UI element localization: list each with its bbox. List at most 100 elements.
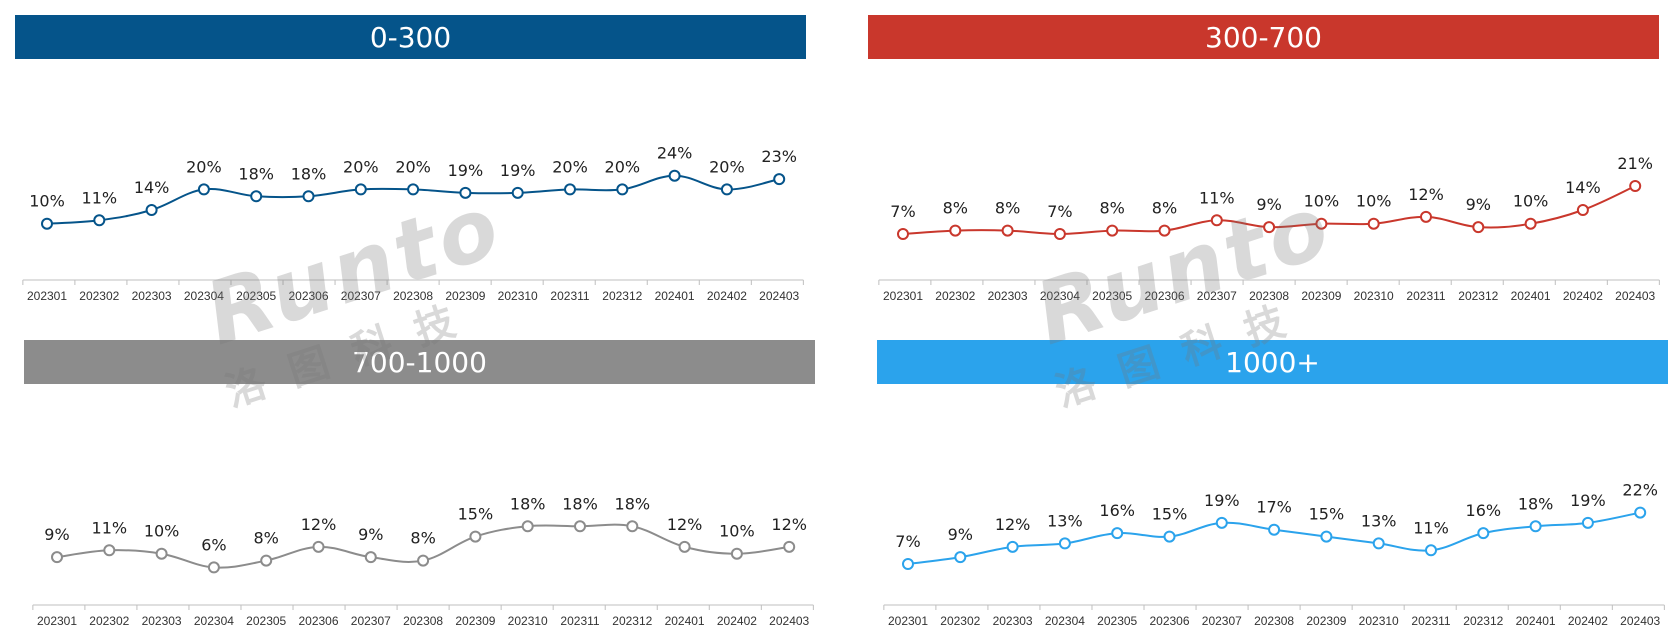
- data-label: 10%: [1356, 192, 1392, 211]
- x-tick-label: 202307: [351, 614, 391, 628]
- x-tick-label: 202305: [236, 289, 276, 303]
- data-label: 9%: [1466, 195, 1491, 214]
- x-tick-label: 202306: [1149, 614, 1189, 628]
- x-tick-label: 202302: [940, 614, 980, 628]
- data-label: 7%: [895, 532, 920, 551]
- data-point: [897, 228, 909, 240]
- data-label: 18%: [510, 494, 546, 513]
- x-tick-label: 202305: [1092, 289, 1132, 303]
- data-label: 13%: [1361, 511, 1397, 530]
- data-point: [103, 544, 116, 557]
- data-point: [1629, 180, 1642, 192]
- data-label: 18%: [291, 164, 327, 183]
- data-label: 16%: [1466, 501, 1502, 520]
- data-point: [626, 520, 639, 533]
- data-point: [954, 551, 967, 564]
- x-tick-label: 202304: [1040, 289, 1080, 303]
- data-label: 16%: [1099, 501, 1135, 520]
- data-label: 19%: [1204, 491, 1240, 510]
- data-point: [1058, 537, 1071, 550]
- data-point: [93, 214, 106, 227]
- data-label: 15%: [1309, 505, 1345, 524]
- x-tick-label: 202310: [1354, 289, 1394, 303]
- x-tick-label: 202308: [403, 614, 443, 628]
- data-label: 18%: [562, 494, 598, 513]
- x-tick-label: 202307: [341, 289, 381, 303]
- data-label: 10%: [1304, 192, 1340, 211]
- data-point: [207, 561, 220, 574]
- x-tick-label: 202310: [498, 289, 538, 303]
- data-label: 8%: [995, 199, 1020, 218]
- data-point: [1472, 221, 1485, 234]
- x-tick-label: 202306: [288, 289, 328, 303]
- data-label: 7%: [890, 202, 915, 221]
- data-label: 10%: [29, 192, 65, 211]
- data-label: 15%: [1152, 505, 1188, 524]
- data-label: 8%: [1100, 199, 1125, 218]
- x-tick-label: 202306: [298, 614, 338, 628]
- data-point: [312, 540, 325, 553]
- line-chart-300-700: 202301 202302 202303 202304 202305 202306 2023…: [878, 154, 1660, 303]
- x-tick-label: 202401: [1516, 614, 1556, 628]
- x-tick-label: 202401: [655, 289, 695, 303]
- data-label: 9%: [948, 525, 973, 544]
- data-label: 12%: [771, 515, 807, 534]
- data-label: 20%: [709, 157, 745, 176]
- x-tick-label: 202311: [560, 614, 599, 628]
- data-point: [902, 558, 914, 570]
- x-tick-label: 202309: [1306, 614, 1346, 628]
- data-label: 10%: [1513, 192, 1549, 211]
- x-tick-label: 202310: [1359, 614, 1399, 628]
- data-label: 23%: [761, 147, 797, 166]
- data-point: [1320, 530, 1333, 543]
- x-tick-label: 202312: [612, 614, 652, 628]
- data-point: [730, 547, 743, 560]
- data-label: 19%: [448, 161, 484, 180]
- x-tick-label: 202307: [1202, 614, 1242, 628]
- data-point: [1634, 506, 1647, 519]
- data-label: 6%: [201, 535, 226, 554]
- data-point: [1111, 527, 1124, 540]
- data-label: 10%: [144, 522, 180, 541]
- data-label: 9%: [358, 525, 383, 544]
- data-point: [564, 183, 576, 196]
- data-label: 19%: [1570, 491, 1606, 510]
- data-label: 14%: [134, 178, 170, 197]
- data-point: [145, 204, 158, 216]
- data-point: [511, 186, 524, 199]
- x-tick-label: 202304: [184, 289, 224, 303]
- x-tick-label: 202309: [455, 614, 495, 628]
- chart-title-banner: 300-700: [868, 15, 1659, 59]
- data-point: [364, 551, 377, 564]
- data-label: 8%: [410, 529, 435, 548]
- data-point: [1420, 210, 1432, 223]
- chart-title-banner: 700-1000: [24, 340, 815, 384]
- data-point: [1425, 544, 1437, 557]
- data-label: 11%: [92, 518, 128, 537]
- data-point: [354, 183, 367, 196]
- data-point: [155, 547, 168, 560]
- x-tick-label: 202305: [1097, 614, 1137, 628]
- data-point: [1006, 540, 1019, 553]
- data-label: 12%: [667, 515, 703, 534]
- data-label: 9%: [44, 525, 69, 544]
- x-tick-label: 202301: [888, 614, 928, 628]
- x-tick-label: 202308: [1254, 614, 1294, 628]
- line-chart-0-300: 202301 202302 202303 202304 202305 202306 2023…: [22, 144, 804, 303]
- data-point: [574, 520, 586, 533]
- x-tick-label: 202312: [602, 289, 642, 303]
- line-chart-1000-plus: 202301 202302 202303 202304 202305 202306 2023…: [883, 481, 1665, 628]
- x-tick-label: 202312: [1463, 614, 1503, 628]
- data-point: [1215, 516, 1228, 529]
- data-label: 9%: [1256, 195, 1281, 214]
- data-point: [197, 183, 210, 196]
- x-tick-label: 202301: [37, 614, 77, 628]
- data-point: [1163, 530, 1176, 543]
- data-label: 11%: [1413, 518, 1449, 537]
- x-tick-label: 202303: [993, 614, 1033, 628]
- x-tick-label: 202304: [194, 614, 234, 628]
- x-tick-label: 202301: [27, 289, 67, 303]
- x-tick-label: 202308: [1249, 289, 1289, 303]
- x-tick-label: 202402: [1563, 289, 1603, 303]
- data-label: 15%: [458, 505, 494, 524]
